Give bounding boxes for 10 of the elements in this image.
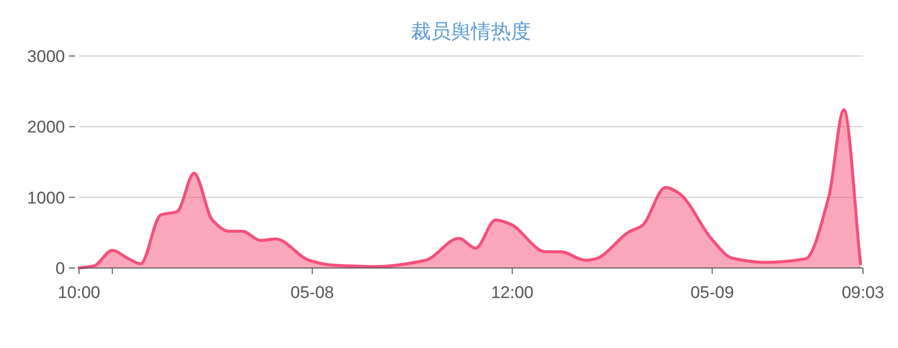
chart-title: 裁员舆情热度 xyxy=(411,21,531,43)
x-tick-label: 10:00 xyxy=(58,283,100,302)
x-tick-label: 05-09 xyxy=(690,283,734,302)
x-tick-label: 05-08 xyxy=(290,283,334,302)
y-tick-label: 2000 xyxy=(27,118,65,137)
y-tick-label: 3000 xyxy=(27,47,65,66)
y-tick-label: 0 xyxy=(56,259,65,278)
x-tick-label: 12:00 xyxy=(490,283,534,302)
y-tick-label: 1000 xyxy=(27,188,65,208)
x-tick-label: 09:03 xyxy=(842,283,884,302)
